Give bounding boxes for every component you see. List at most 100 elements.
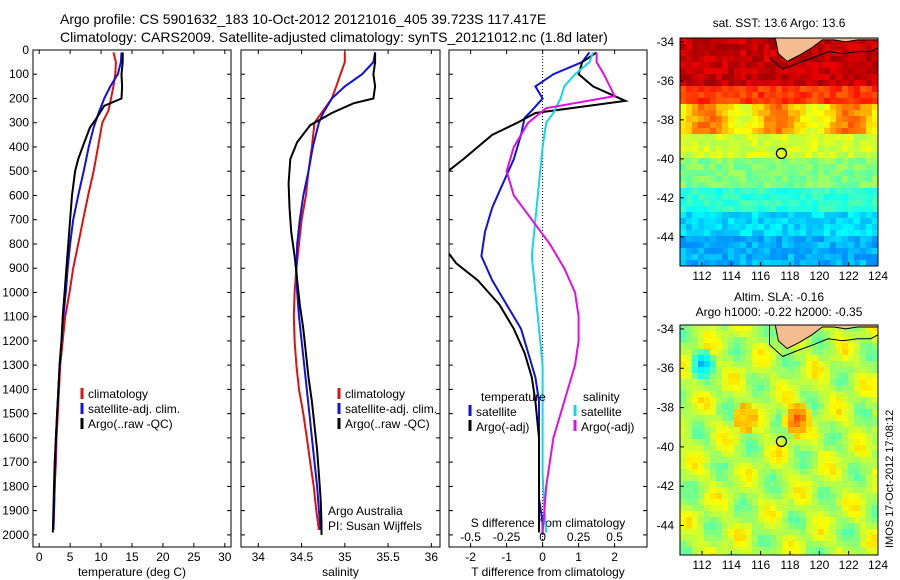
map-cell bbox=[776, 224, 783, 231]
map-cell bbox=[680, 68, 687, 75]
map-cell bbox=[752, 421, 759, 428]
map-cell bbox=[722, 182, 729, 189]
map-cell bbox=[794, 367, 801, 374]
map-cell bbox=[848, 361, 855, 368]
map-cell bbox=[854, 140, 861, 147]
map-cell bbox=[824, 134, 831, 141]
map-cell bbox=[848, 547, 855, 554]
map-cell bbox=[746, 511, 753, 518]
x-axis-label: temperature (deg C) bbox=[78, 565, 186, 579]
map-cell bbox=[842, 56, 849, 63]
map-cell bbox=[872, 457, 878, 464]
map-cell bbox=[686, 260, 693, 266]
map-cell bbox=[734, 128, 741, 135]
map-cell bbox=[824, 487, 831, 494]
map-cell bbox=[746, 529, 753, 536]
map-cell bbox=[830, 206, 837, 213]
map-cell bbox=[746, 176, 753, 183]
y-tick-label: -44 bbox=[657, 230, 675, 244]
map-cell bbox=[710, 517, 717, 524]
map-cell bbox=[680, 98, 687, 105]
map-cell bbox=[806, 122, 813, 129]
map-cell bbox=[860, 463, 867, 470]
map-cell bbox=[818, 343, 825, 350]
map-cell bbox=[824, 511, 831, 518]
map-cell bbox=[836, 56, 843, 63]
map-cell bbox=[848, 200, 855, 207]
map-cell bbox=[836, 146, 843, 153]
map-cell bbox=[830, 385, 837, 392]
map-cell bbox=[860, 517, 867, 524]
map-cell bbox=[782, 176, 789, 183]
map-cell bbox=[788, 92, 795, 99]
map-cell bbox=[734, 439, 741, 446]
map-cell bbox=[698, 403, 705, 410]
map-cell bbox=[746, 116, 753, 123]
map-cell bbox=[728, 248, 735, 255]
map-cell bbox=[860, 134, 867, 141]
map-cell bbox=[692, 68, 699, 75]
map-cell bbox=[824, 68, 831, 75]
map-cell bbox=[794, 116, 801, 123]
map-cell bbox=[872, 373, 878, 380]
map-cell bbox=[698, 230, 705, 237]
map-cell bbox=[848, 134, 855, 141]
map-cell bbox=[770, 56, 777, 63]
map-cell bbox=[854, 230, 861, 237]
map-cell bbox=[782, 254, 789, 261]
map-cell bbox=[866, 74, 873, 81]
map-cell bbox=[782, 86, 789, 93]
map-cell bbox=[770, 80, 777, 87]
map-cell bbox=[848, 182, 855, 189]
map-cell bbox=[740, 104, 747, 111]
map-cell bbox=[794, 230, 801, 237]
map-cell bbox=[800, 218, 807, 225]
map-cell bbox=[812, 469, 819, 476]
map-cell bbox=[800, 403, 807, 410]
map-cell bbox=[692, 104, 699, 111]
map-cell bbox=[782, 463, 789, 470]
map-cell bbox=[752, 218, 759, 225]
map-cell bbox=[758, 373, 765, 380]
map-cell bbox=[740, 355, 747, 362]
map-cell bbox=[752, 499, 759, 506]
map-cell bbox=[818, 80, 825, 87]
map-cell bbox=[746, 98, 753, 105]
map-cell bbox=[686, 535, 693, 542]
map-cell bbox=[746, 50, 753, 57]
map-cell bbox=[698, 361, 705, 368]
map-cell bbox=[722, 355, 729, 362]
y-tick-label: -36 bbox=[657, 361, 675, 375]
map-cell bbox=[818, 44, 825, 51]
map-cell bbox=[704, 553, 711, 555]
map-cell bbox=[770, 50, 777, 57]
map-cell bbox=[692, 361, 699, 368]
map-cell bbox=[698, 122, 705, 129]
map-cell bbox=[686, 361, 693, 368]
map-cell bbox=[758, 86, 765, 93]
map-cell bbox=[782, 212, 789, 219]
map-cell bbox=[848, 349, 855, 356]
y-tick-label: -42 bbox=[657, 191, 675, 205]
map-cell bbox=[806, 212, 813, 219]
map-cell bbox=[860, 158, 867, 165]
map-cell bbox=[872, 475, 878, 482]
map-cell bbox=[722, 80, 729, 87]
map-cell bbox=[752, 110, 759, 117]
map-cell bbox=[860, 74, 867, 81]
map-cell bbox=[848, 116, 855, 123]
map-cell bbox=[872, 331, 878, 338]
map-cell bbox=[698, 86, 705, 93]
map-cell bbox=[866, 487, 873, 494]
map-cell bbox=[752, 337, 759, 344]
map-cell bbox=[740, 200, 747, 207]
map-cell bbox=[842, 451, 849, 458]
map-cell bbox=[698, 116, 705, 123]
map-cell bbox=[812, 337, 819, 344]
map-cell bbox=[686, 331, 693, 338]
map-cell bbox=[692, 56, 699, 63]
map-cell bbox=[800, 349, 807, 356]
map-cell bbox=[806, 152, 813, 159]
map-cell bbox=[722, 391, 729, 398]
map-cell bbox=[818, 140, 825, 147]
